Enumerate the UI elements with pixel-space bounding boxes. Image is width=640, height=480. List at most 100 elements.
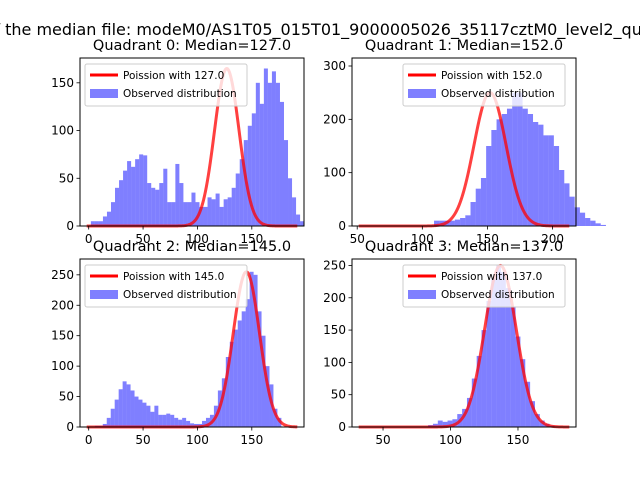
hist-bar: [155, 189, 160, 226]
hist-bar: [221, 378, 226, 427]
y-tick-label: 0: [338, 219, 346, 233]
hist-bar: [255, 82, 260, 227]
hist-bar: [283, 140, 289, 226]
hist-bar: [530, 401, 535, 427]
hist-bar: [447, 420, 453, 427]
hist-bar: [130, 390, 135, 427]
y-tick-label: 100: [51, 124, 74, 138]
hist-bar: [525, 381, 531, 427]
hist-bar: [505, 288, 511, 427]
hist-bar: [146, 405, 151, 427]
hist-bar: [553, 146, 560, 226]
hist-bar: [245, 299, 250, 427]
hist-bar: [115, 187, 120, 226]
hist-bar: [131, 166, 136, 226]
hist-bar: [134, 396, 139, 427]
hist-bar: [159, 183, 164, 226]
hist-bar: [279, 101, 284, 226]
hist-bar: [442, 421, 448, 427]
hist-bar: [143, 155, 148, 226]
hist-bar: [449, 220, 455, 226]
hist-bar: [211, 199, 216, 226]
hist-bar: [543, 135, 549, 226]
hist-bar: [300, 221, 305, 226]
hist-bar: [595, 223, 601, 226]
hist-bar: [249, 271, 254, 427]
hist-bar: [106, 417, 111, 427]
hist-bar: [126, 384, 131, 427]
panel-title: Quadrant 2: Median=145.0: [93, 239, 291, 255]
hist-bar: [522, 108, 528, 226]
y-tick-label: 150: [51, 76, 74, 90]
hist-bar: [475, 188, 481, 226]
x-tick-label: 0: [85, 433, 93, 447]
hist-bar: [470, 202, 476, 226]
y-tick-label: 150: [51, 329, 74, 343]
legend: Poission with 145.0 Observed distribution: [84, 264, 248, 308]
hist-bar: [178, 419, 183, 427]
hist-bar: [219, 206, 224, 226]
hist-bar: [585, 218, 591, 226]
hist-bar: [187, 202, 192, 226]
x-tick-label: 50: [350, 232, 365, 246]
hist-bar: [434, 220, 440, 226]
hist-bar: [119, 180, 124, 226]
legend-hist-label: Observed distribution: [441, 289, 555, 301]
hist-bar: [579, 212, 586, 226]
hist-bar: [496, 265, 501, 427]
hist-bar: [265, 366, 270, 427]
hist-bar: [538, 124, 544, 226]
legend: Poission with 137.0 Observed distribution: [402, 264, 566, 308]
x-tick-label: 100: [439, 433, 462, 447]
axes-frame: [351, 57, 577, 227]
legend: Poission with 152.0 Observed distribution: [402, 63, 566, 107]
hist-bar: [229, 341, 234, 427]
hist-bar: [501, 114, 507, 226]
legend: Poission with 127.0 Observed distribution: [84, 63, 248, 107]
hist-bar: [251, 113, 256, 226]
y-tick-label: 150: [323, 323, 346, 337]
hist-bar: [257, 311, 262, 427]
hist-bar: [515, 336, 521, 427]
hist-bar: [491, 130, 497, 226]
hist-bar: [235, 173, 240, 226]
chart-panel-2: 0 50 100 150 0 50 100 150 200 250 Quadrant 2: Medi…: [51, 239, 305, 447]
legend-curve-label: Poission with 152.0: [441, 70, 542, 82]
hist-bar: [486, 146, 492, 226]
hist-bar: [476, 355, 482, 427]
y-tick-label: 0: [338, 420, 346, 434]
hist-bar: [135, 159, 140, 226]
chart-panel-1: 50 100 150 200 0 100 200 300 Quadrant 1: Median=…: [323, 38, 606, 246]
y-tick-label: 250: [323, 258, 346, 272]
figure-title: Histogram of the median file: modeM0/AS1…: [0, 20, 640, 40]
hist-bar: [225, 357, 230, 427]
hist-bar: [179, 183, 184, 226]
hist-bar: [471, 378, 477, 427]
hist-bar: [154, 405, 159, 427]
x-tick-label: 0: [85, 232, 93, 246]
hist-bar: [496, 119, 502, 226]
hist-bar: [114, 399, 119, 427]
hist-bar: [432, 423, 438, 427]
hist-bar: [527, 114, 534, 226]
hist-bar: [259, 103, 264, 226]
hist-bar: [263, 68, 268, 226]
x-tick-label: 100: [186, 232, 209, 246]
hist-bar: [574, 207, 580, 226]
legend-box: [402, 63, 566, 107]
legend-box: [84, 264, 248, 308]
x-tick-label: 50: [135, 433, 150, 447]
hist-bar: [190, 423, 195, 427]
hist-bar: [102, 216, 107, 226]
hist-bar: [239, 159, 244, 226]
hist-bar: [170, 414, 175, 427]
hist-bar: [171, 202, 176, 226]
legend-hist-swatch: [90, 89, 118, 98]
hist-bar: [207, 197, 212, 226]
hist-bar: [267, 82, 272, 227]
hist-bar: [202, 420, 206, 427]
hist-bar: [520, 359, 526, 427]
x-tick-label: 150: [476, 232, 499, 246]
legend-curve-label: Poission with 145.0: [123, 271, 224, 283]
hist-bar: [466, 397, 472, 427]
